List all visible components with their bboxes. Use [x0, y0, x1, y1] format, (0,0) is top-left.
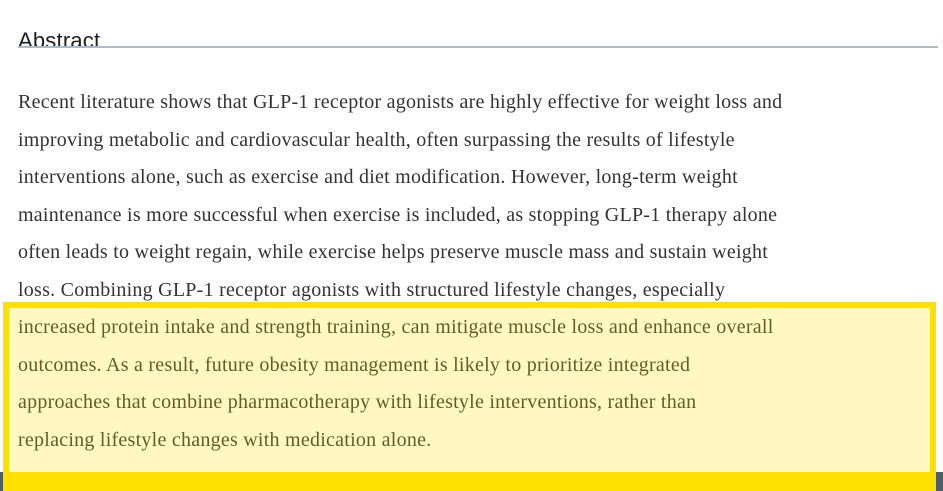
abstract-line: increased protein intake and strength tr…	[18, 316, 774, 338]
abstract-line: improving metabolic and cardiovascular h…	[18, 128, 735, 151]
abstract-line: maintenance is more successful when exer…	[18, 203, 778, 226]
abstract-line: replacing lifestyle changes with medicat…	[18, 428, 432, 451]
bottom-dark-bar	[0, 472, 943, 491]
section-heading: Abstract	[18, 28, 101, 54]
abstract-paragraph: Recent literature shows that GLP-1 recep…	[18, 84, 929, 459]
abstract-line: often leads to weight regain, while exer…	[18, 241, 769, 263]
abstract-line: outcomes. As a result, future obesity ma…	[18, 353, 691, 376]
abstract-line: loss. Combining GLP-1 receptor agonists …	[18, 278, 726, 301]
abstract-line: Recent literature shows that GLP-1 recep…	[18, 91, 783, 113]
heading-rule	[18, 46, 938, 48]
abstract-line: approaches that combine pharmacotherapy …	[18, 391, 697, 413]
abstract-line: interventions alone, such as exercise an…	[18, 166, 738, 188]
